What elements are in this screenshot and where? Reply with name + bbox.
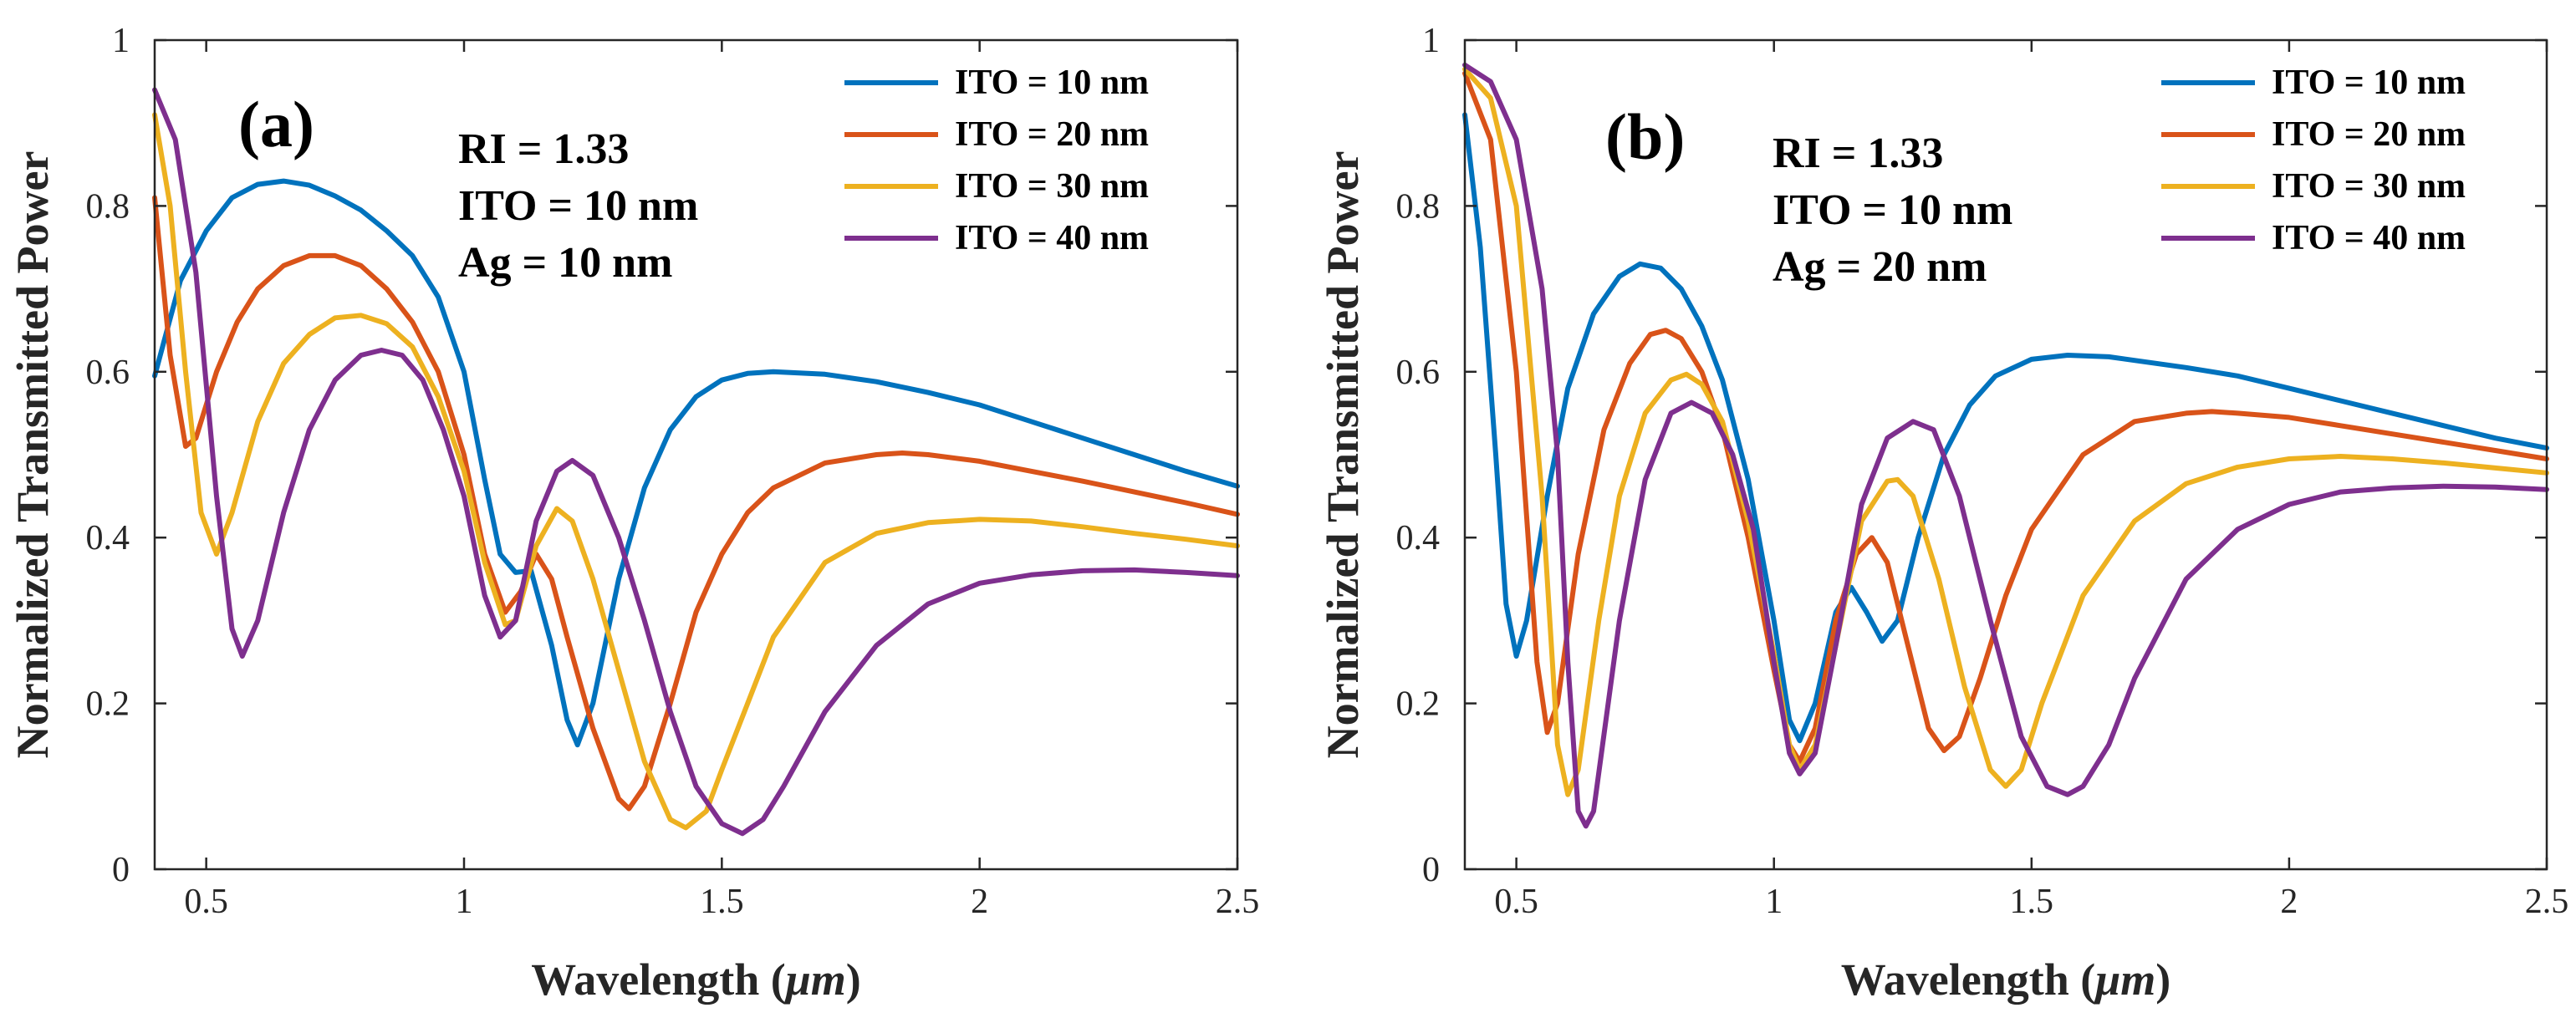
x-axis-title-close: ) xyxy=(846,954,861,1005)
y-tick-label: 0.2 xyxy=(86,685,130,724)
panel-label: (a) xyxy=(238,88,314,160)
y-tick-label: 0.8 xyxy=(86,187,130,226)
x-axis-unit: μm xyxy=(783,954,846,1005)
legend-label: ITO = 40 nm xyxy=(955,219,1149,257)
x-tick-label: 2.5 xyxy=(2525,883,2569,921)
y-axis-title: Normalized Transmitted Power xyxy=(1318,151,1368,759)
y-tick-label: 0.4 xyxy=(1396,519,1441,557)
y-tick-label: 0.6 xyxy=(1396,354,1441,392)
y-tick-label: 1 xyxy=(1422,22,1440,60)
series-line-4 xyxy=(1462,62,2549,829)
series-line-2 xyxy=(152,195,1240,812)
x-axis-title-text: Wavelength ( xyxy=(1841,954,2096,1005)
annotation-line: Ag = 10 nm xyxy=(458,239,672,287)
y-axis-title: Normalized Transmitted Power xyxy=(8,151,58,759)
y-tick-label: 0.8 xyxy=(1396,187,1441,226)
x-tick-label: 1 xyxy=(456,883,473,921)
x-tick-label: 2 xyxy=(2280,883,2298,921)
legend-label: ITO = 20 nm xyxy=(955,115,1149,154)
legend-label: ITO = 30 nm xyxy=(2272,167,2466,206)
x-tick-label: 2 xyxy=(971,883,988,921)
x-tick-label: 1.5 xyxy=(700,883,744,921)
x-tick-label: 1 xyxy=(1765,883,1783,921)
x-axis-unit: μm xyxy=(2093,954,2155,1005)
legend-label: ITO = 40 nm xyxy=(2272,219,2466,257)
plot-frame xyxy=(153,38,1239,871)
annotation-line: RI = 1.33 xyxy=(1773,130,1943,177)
panel-label: (b) xyxy=(1605,100,1685,173)
plot-frame xyxy=(1463,38,2548,871)
legend-label: ITO = 30 nm xyxy=(955,167,1149,206)
annotation-line: ITO = 10 nm xyxy=(458,182,698,230)
x-axis-title-close: ) xyxy=(2155,954,2170,1005)
legend-label: ITO = 10 nm xyxy=(955,64,1149,102)
annotation-line: ITO = 10 nm xyxy=(1773,186,2012,234)
panel-a: 0.5 1 1.5 2 2.5 0 0.2 0.4 0.6 0.8 1 Wavelength (μm)… xyxy=(8,22,1259,1005)
x-axis-title: Wavelength (μm) xyxy=(1841,954,2171,1005)
legend-label: ITO = 20 nm xyxy=(2272,115,2466,154)
annotation-line: RI = 1.33 xyxy=(458,125,629,173)
legend-label: ITO = 10 nm xyxy=(2272,64,2466,102)
y-tick-label: 0 xyxy=(1422,851,1440,889)
y-tick-label: 0 xyxy=(112,851,130,889)
panel-b: 0.5 1 1.5 2 2.5 0 0.2 0.4 0.6 0.8 1 Wavelength (μm)… xyxy=(1318,22,2568,1005)
y-tick-label: 1 xyxy=(112,22,130,60)
x-tick-label: 0.5 xyxy=(1494,883,1538,921)
x-tick-label: 2.5 xyxy=(1216,883,1260,921)
series-line-4 xyxy=(152,87,1240,837)
x-axis-title-text: Wavelength ( xyxy=(531,954,786,1005)
series-line-3 xyxy=(152,112,1240,831)
x-tick-label: 0.5 xyxy=(184,883,228,921)
series-line-1 xyxy=(152,178,1240,748)
x-tick-label: 1.5 xyxy=(2010,883,2054,921)
y-tick-label: 0.4 xyxy=(86,519,130,557)
y-tick-label: 0.2 xyxy=(1396,685,1441,724)
x-axis-title: Wavelength (μm) xyxy=(531,954,861,1005)
annotation-line: Ag = 20 nm xyxy=(1773,243,1987,291)
y-tick-label: 0.6 xyxy=(86,354,130,392)
